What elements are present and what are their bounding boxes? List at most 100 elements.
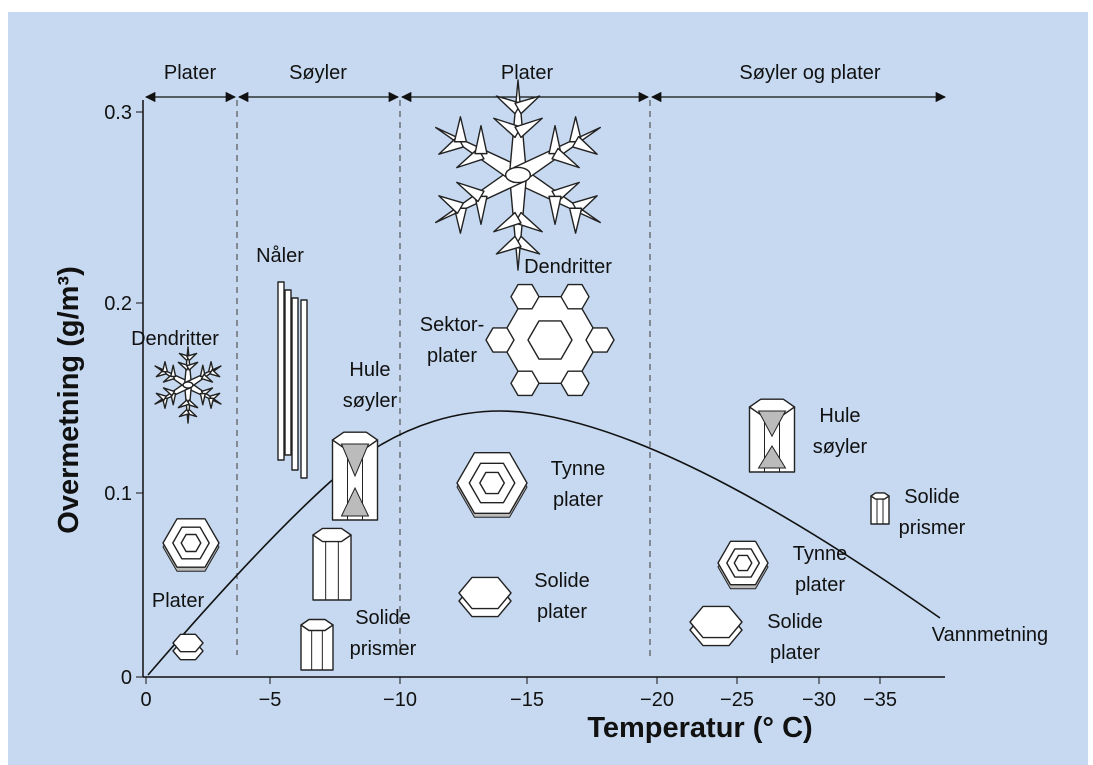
sector-tip bbox=[485, 327, 515, 353]
crystal-label: plater bbox=[553, 489, 603, 511]
crystal-label: Hule bbox=[349, 359, 390, 381]
crystal-label: søyler bbox=[813, 436, 868, 458]
dendrite-branch bbox=[186, 361, 199, 371]
y-tick-label: 0.3 bbox=[104, 102, 132, 124]
dendrite-branch bbox=[548, 195, 562, 226]
crystal-label: Nåler bbox=[256, 245, 304, 267]
crystal-label: Sektor- bbox=[420, 314, 484, 336]
sector-core bbox=[527, 320, 573, 360]
dendrite-core bbox=[504, 166, 532, 184]
y-tick-label: 0.1 bbox=[104, 483, 132, 505]
regime-label: Plater bbox=[164, 62, 217, 84]
dendrite-branch bbox=[456, 181, 485, 203]
dendrite-branch bbox=[438, 195, 465, 215]
solid-plate-top bbox=[172, 633, 204, 653]
x-tick-label: −20 bbox=[640, 689, 674, 711]
crystal-label: Dendritter bbox=[131, 328, 219, 350]
crystal-label: Tynne bbox=[793, 543, 847, 565]
y-tick-label: 0 bbox=[121, 667, 132, 689]
prism-top bbox=[870, 492, 890, 500]
crystal-label: plater bbox=[537, 601, 587, 623]
prism-body bbox=[312, 534, 352, 601]
x-tick-label: −25 bbox=[720, 689, 754, 711]
crystals bbox=[154, 79, 890, 671]
dendrite-branch bbox=[495, 235, 522, 255]
regime-label: Søyler bbox=[289, 62, 347, 84]
dendrite-branch bbox=[207, 397, 215, 409]
dendrite-branch bbox=[199, 392, 206, 406]
x-tick-label: 0 bbox=[140, 689, 151, 711]
sector-tip bbox=[510, 370, 540, 397]
crystal-label: Vannmetning bbox=[932, 624, 1048, 646]
crystal-label: prismer bbox=[899, 517, 966, 539]
dendrite-branch bbox=[161, 361, 169, 373]
dendrite-branch bbox=[209, 368, 221, 378]
needle bbox=[277, 281, 285, 461]
crystal-label: plater bbox=[770, 642, 820, 664]
x-tick-label: −10 bbox=[383, 689, 417, 711]
needle bbox=[291, 297, 299, 471]
sector-tip bbox=[560, 370, 590, 397]
y-axis-title: Overmetning (g/m³) bbox=[53, 266, 85, 533]
prism-body bbox=[870, 495, 890, 525]
dendrite-branch bbox=[177, 399, 190, 409]
dendrite-branch bbox=[155, 392, 167, 402]
crystal-label: plater bbox=[427, 345, 477, 367]
needle bbox=[284, 289, 292, 456]
solid-plate-top bbox=[689, 605, 743, 639]
panel bbox=[8, 12, 1088, 765]
dendrite-core bbox=[182, 381, 194, 389]
plate-inner bbox=[733, 554, 753, 572]
x-axis-title: Temperatur (° C) bbox=[587, 712, 812, 744]
plate-inner bbox=[180, 533, 202, 553]
sector-tip bbox=[560, 283, 590, 310]
dendrite-branch bbox=[571, 135, 598, 155]
crystal-label: Solide bbox=[904, 486, 960, 508]
dendrite-branch bbox=[551, 147, 580, 169]
prism-top bbox=[300, 618, 334, 632]
dendrite-branch bbox=[162, 387, 176, 397]
crystal-label: prismer bbox=[350, 638, 417, 660]
crystal-label: Tynne bbox=[551, 458, 605, 480]
dendrite-branch bbox=[186, 352, 198, 362]
crystal-label: Solide bbox=[767, 611, 823, 633]
dividers bbox=[236, 100, 651, 660]
dendrite-branch bbox=[170, 364, 177, 378]
prism-hollow bbox=[757, 445, 787, 469]
prism-hollow bbox=[757, 410, 787, 438]
sector-tip bbox=[585, 327, 615, 353]
dendrite-branch bbox=[178, 408, 190, 418]
regime-label: Søyler og plater bbox=[739, 62, 881, 84]
dendrite-branch bbox=[474, 124, 488, 155]
plate-inner bbox=[479, 471, 505, 495]
prism-hollow bbox=[340, 486, 370, 517]
crystal-label: plater bbox=[795, 574, 845, 596]
crystal-label: Plater bbox=[152, 590, 205, 612]
prism-top bbox=[312, 527, 352, 543]
crystal-label: Dendritter bbox=[524, 256, 612, 278]
needle bbox=[300, 299, 308, 479]
x-tick-label: −5 bbox=[259, 689, 282, 711]
sector-tip bbox=[510, 283, 540, 310]
y-tick-label: 0.2 bbox=[104, 293, 132, 315]
dendrite-branch bbox=[568, 207, 583, 234]
prism-hollow bbox=[340, 443, 370, 478]
dendrite-branch bbox=[493, 211, 522, 233]
x-tick-label: −35 bbox=[863, 689, 897, 711]
solid-plate-top bbox=[458, 576, 512, 610]
prism-body bbox=[300, 624, 334, 671]
dendrite-branch bbox=[453, 116, 468, 143]
crystal-label: søyler bbox=[343, 390, 398, 412]
crystal-label: Solide bbox=[534, 570, 590, 592]
dendrite-branch bbox=[514, 95, 541, 115]
dendrite-branch bbox=[200, 373, 214, 383]
crystal-label: Hule bbox=[819, 405, 860, 427]
x-tick-label: −15 bbox=[510, 689, 544, 711]
saturation-curve bbox=[147, 410, 941, 676]
crystal-label: Solide bbox=[355, 607, 411, 629]
regime-label: Plater bbox=[501, 62, 554, 84]
dendrite-branch bbox=[514, 117, 543, 139]
x-tick-label: −30 bbox=[802, 689, 836, 711]
